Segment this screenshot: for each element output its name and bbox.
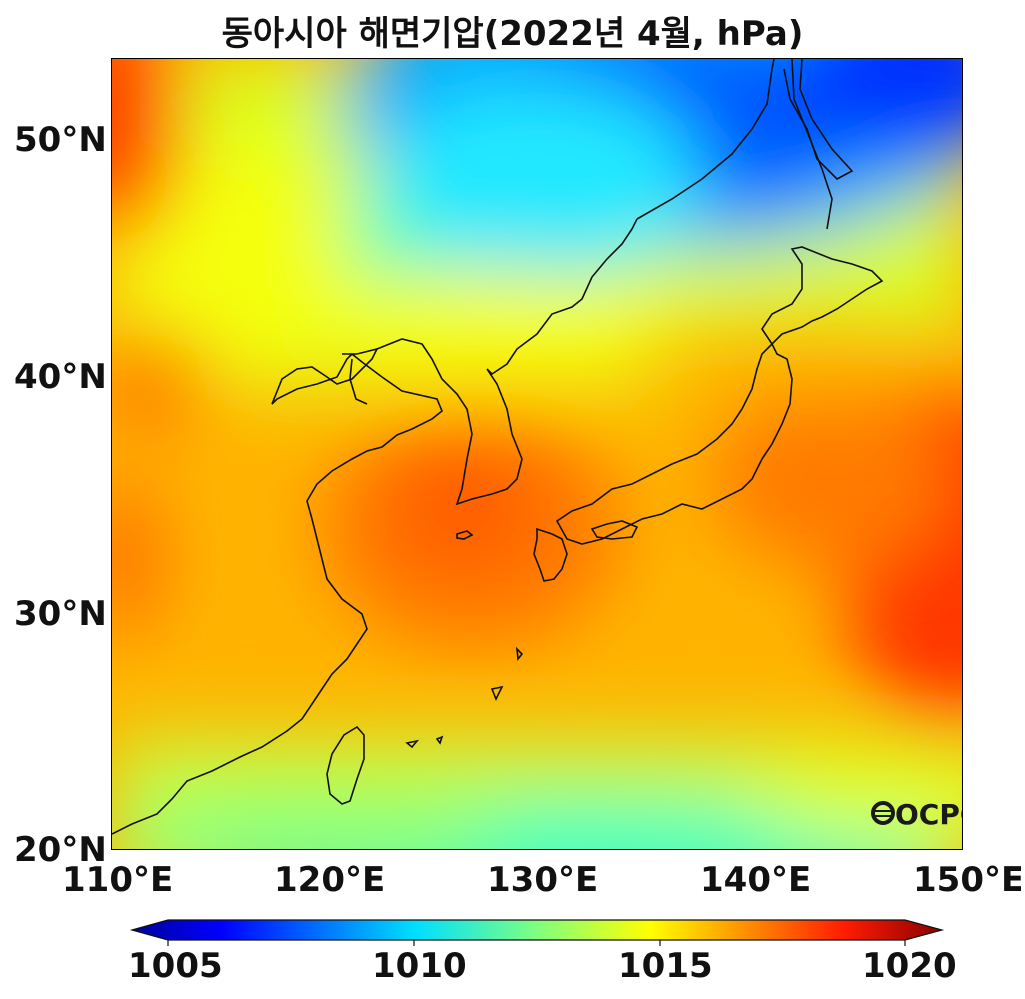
pressure-field: OCPC	[112, 59, 963, 849]
ocpc-logo-text: OCPC	[895, 798, 963, 831]
y-tick-label: 40°N	[14, 357, 107, 397]
y-tick-label: 20°N	[14, 830, 107, 870]
x-tick-label: 130°E	[487, 860, 599, 900]
x-tick-label: 120°E	[274, 860, 386, 900]
colorbar-bar	[129, 919, 945, 941]
coastlines	[112, 59, 884, 835]
colorbar-tick-label: 1015	[618, 946, 713, 986]
colorbar-tick-label: 1005	[128, 946, 223, 986]
sea-level-pressure-map: OCPC	[111, 58, 963, 850]
ocpc-logo: OCPC	[871, 798, 963, 831]
colorbar-tick-label: 1020	[862, 946, 957, 986]
y-tick-label: 50°N	[14, 120, 107, 160]
y-tick-label: 30°N	[14, 594, 107, 634]
map-title: 동아시아 해면기압(2022년 4월, hPa)	[221, 14, 804, 54]
colorbar-tick-label: 1010	[372, 946, 467, 986]
x-tick-label: 150°E	[913, 860, 1021, 900]
x-tick-label: 110°E	[62, 860, 174, 900]
x-tick-label: 140°E	[700, 860, 812, 900]
